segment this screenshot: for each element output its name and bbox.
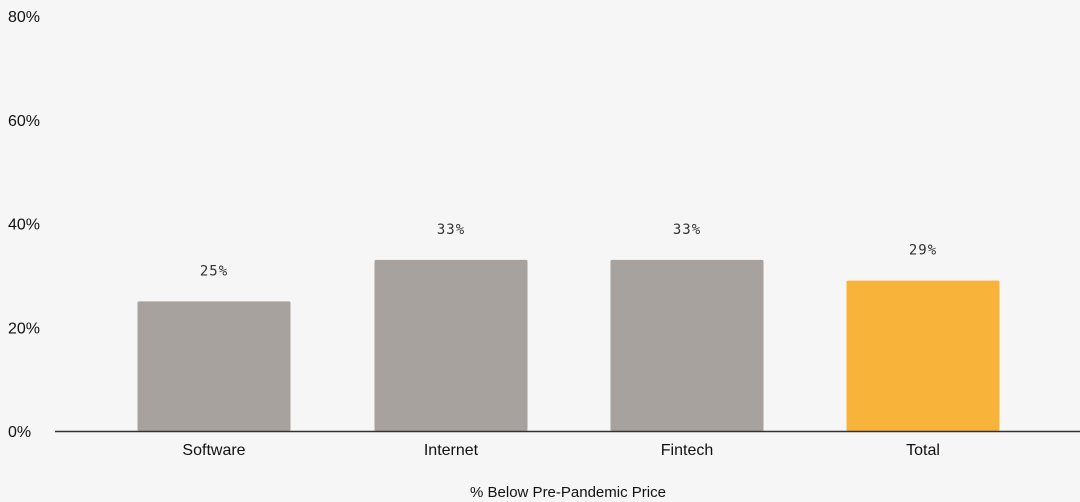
data-label-total: 29%: [909, 243, 937, 259]
bar-total: [846, 280, 1000, 431]
bar-fintech: [610, 259, 764, 431]
y-tick-label: 0%: [8, 424, 31, 441]
data-label-fintech: 33%: [673, 222, 701, 238]
bar-internet: [374, 259, 528, 431]
x-tick-label-software: Software: [182, 442, 245, 459]
category-labels-group: Software Internet Fintech Total: [182, 442, 939, 459]
x-tick-label-total: Total: [906, 442, 940, 459]
data-label-software: 25%: [200, 263, 228, 279]
y-tick-label: 20%: [8, 320, 40, 337]
x-tick-label-fintech: Fintech: [661, 442, 713, 459]
bars-group: [137, 259, 1000, 431]
data-label-internet: 33%: [437, 222, 465, 238]
x-tick-label-internet: Internet: [424, 442, 479, 459]
data-labels-group: 25% 33% 33% 29%: [200, 222, 937, 280]
y-tick-label: 60%: [8, 113, 40, 130]
x-axis-title: % Below Pre-Pandemic Price: [470, 484, 666, 501]
bar-software: [137, 301, 291, 431]
y-tick-label: 80%: [8, 9, 40, 26]
y-tick-label: 40%: [8, 217, 40, 234]
y-axis-ticks: 0% 20% 40% 60% 80%: [8, 9, 40, 441]
